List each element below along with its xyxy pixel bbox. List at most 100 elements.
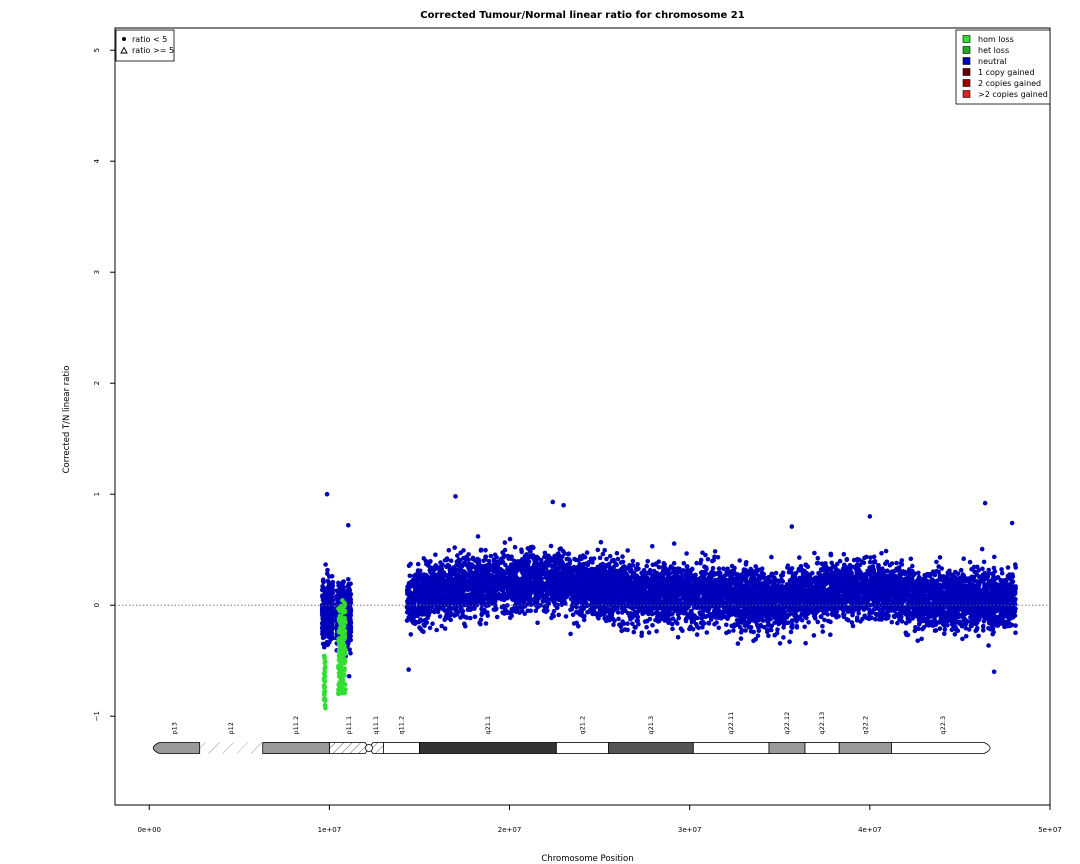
data-point (735, 641, 741, 646)
ideogram-band (152, 742, 201, 754)
data-point (437, 614, 443, 619)
data-point (738, 636, 744, 641)
data-point (327, 574, 332, 579)
data-point (566, 551, 572, 556)
ideogram-band-label: q22.2 (861, 716, 869, 735)
data-point (329, 597, 335, 602)
data-point (348, 650, 353, 656)
ideogram-band-label: q22.13 (818, 712, 826, 735)
data-point (694, 632, 700, 637)
data-point (738, 630, 744, 635)
data-point (630, 621, 635, 627)
data-point (434, 627, 440, 633)
data-point (323, 619, 329, 625)
ideogram-band (891, 742, 991, 754)
ideogram-band (419, 742, 557, 754)
data-point (325, 623, 330, 629)
data-point (556, 612, 561, 618)
data-point (335, 601, 341, 606)
data-point (885, 568, 890, 574)
data-point (976, 633, 981, 639)
data-point (324, 592, 329, 597)
ideogram-band (199, 742, 263, 754)
data-point (336, 583, 341, 588)
data-point (446, 563, 452, 569)
data-point (625, 548, 630, 553)
data-point (488, 553, 494, 559)
data-point (590, 560, 595, 565)
data-point (448, 558, 454, 564)
ideogram-band (838, 742, 892, 754)
data-point (772, 620, 777, 625)
data-point (618, 560, 624, 565)
data-point (979, 546, 985, 552)
data-point (325, 578, 331, 584)
data-point (448, 617, 454, 623)
data-point (669, 621, 675, 627)
data-point (715, 555, 721, 560)
ideogram-band-label: q21.3 (647, 716, 655, 735)
data-point (789, 524, 795, 529)
data-point (427, 625, 433, 631)
data-point (323, 587, 329, 593)
data-point (340, 579, 346, 585)
ideogram-band (262, 742, 330, 754)
data-point (320, 605, 326, 610)
x-axis-label: Chromosome Position (541, 854, 633, 864)
data-point (797, 555, 802, 560)
y-axis-label: Corrected T/N linear ratio (62, 366, 72, 474)
data-point (346, 634, 352, 639)
data-point (811, 633, 817, 638)
ideogram-band (383, 742, 420, 754)
data-point (320, 579, 326, 584)
data-point (321, 624, 326, 629)
data-point (611, 622, 616, 628)
ideogram-band-label: q22.12 (783, 712, 791, 735)
data-point (986, 567, 991, 573)
data-point (908, 556, 914, 562)
data-point (325, 567, 330, 573)
data-point (461, 548, 466, 553)
data-point (346, 577, 351, 582)
data-point (820, 624, 825, 629)
data-point (321, 612, 327, 618)
data-point (568, 631, 573, 637)
ideogram-band-label: q11.2 (397, 716, 405, 735)
chromosome-ideogram: p13 p12 p11.2 p11.1 q11.1 q11.2 q21.1 q21.2 q21.… (152, 712, 991, 754)
data-point (942, 627, 948, 632)
data-point (737, 558, 742, 563)
data-point (322, 609, 328, 614)
data-point (442, 626, 448, 631)
data-point (329, 610, 334, 616)
data-point (415, 561, 421, 567)
data-point (348, 628, 353, 634)
data-point (604, 556, 609, 562)
data-point (325, 603, 331, 609)
data-point (344, 594, 349, 599)
ideogram-band (555, 742, 610, 754)
ideogram-band-label: p11.2 (292, 716, 300, 735)
data-point (841, 551, 847, 557)
data-point (636, 608, 641, 614)
ideogram-band-label: q21.2 (579, 716, 587, 735)
data-point (502, 540, 508, 545)
data-point (802, 624, 807, 630)
data-point (346, 581, 352, 587)
data-point (346, 600, 352, 606)
data-point (570, 612, 576, 618)
data-point (322, 634, 327, 640)
data-point (675, 634, 681, 640)
data-point (650, 544, 655, 549)
data-point (871, 554, 877, 560)
ideogram-band-label: p13 (170, 722, 178, 734)
data-point (765, 627, 770, 633)
data-point (655, 614, 660, 620)
data-point (787, 639, 792, 644)
data-point (812, 550, 817, 556)
series-neutral (319, 491, 1018, 679)
data-point (743, 628, 748, 633)
data-point (930, 623, 936, 628)
data-point (475, 534, 481, 539)
data-point (820, 629, 826, 634)
